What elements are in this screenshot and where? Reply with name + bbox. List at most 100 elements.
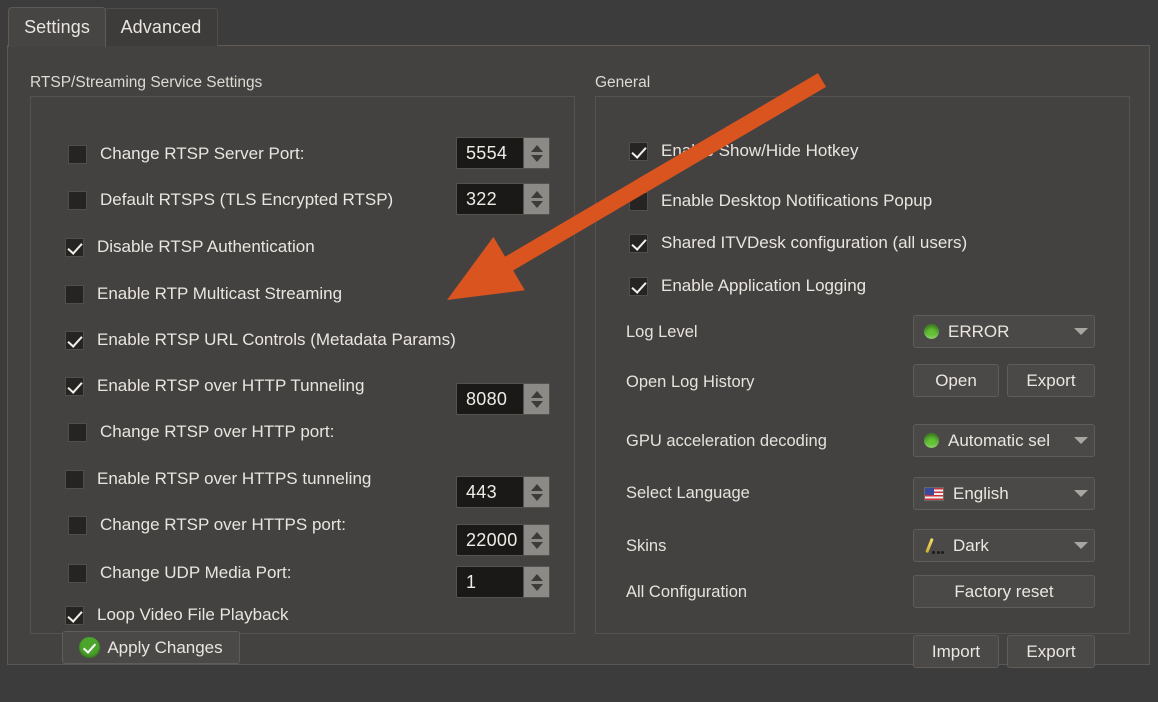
export-config-button-label: Export — [1026, 641, 1076, 661]
row-loop-video-file-playback[interactable]: Loop Video File Playback — [65, 602, 289, 628]
import-config-button[interactable]: Import — [913, 635, 999, 668]
spin-up-icon[interactable] — [530, 190, 543, 198]
chevron-down-icon[interactable] — [1074, 542, 1088, 549]
spinbox-loop-count[interactable]: 1 — [456, 566, 550, 598]
green-led-icon — [924, 324, 939, 339]
spinbox-rtsp-http-port[interactable]: 8080 — [456, 383, 550, 415]
apply-changes-button[interactable]: Apply Changes — [62, 631, 240, 664]
checkbox-change-rtsp-https-port[interactable] — [68, 515, 87, 535]
export-log-button[interactable]: Export — [1007, 364, 1095, 397]
spinbox-rtsps-port[interactable]: 322 — [456, 183, 550, 215]
checkbox-change-udp-media-port[interactable] — [68, 563, 87, 583]
tab-settings[interactable]: Settings — [8, 7, 106, 47]
checkbox-enable-rtsp-http-tunneling[interactable] — [65, 376, 84, 396]
spinbox-rtsp-https-port[interactable]: 443 — [456, 476, 550, 508]
open-log-button-label: Open — [935, 370, 977, 390]
combo-skins-value: Dark — [953, 535, 989, 555]
label-log-level: Log Level — [626, 322, 698, 341]
check-circle-icon — [79, 637, 101, 658]
row-change-rtsp-https-port[interactable]: Change RTSP over HTTPS port: — [68, 512, 346, 538]
spin-down-icon[interactable] — [530, 583, 543, 591]
row-disable-rtsp-auth[interactable]: Disable RTSP Authentication — [65, 234, 315, 260]
rtsp-group-title: RTSP/Streaming Service Settings — [30, 74, 263, 91]
green-led-icon — [924, 433, 939, 448]
row-enable-desktop-notifications[interactable]: Enable Desktop Notifications Popup — [629, 188, 932, 214]
row-enable-rtp-multicast[interactable]: Enable RTP Multicast Streaming — [65, 281, 342, 307]
spinbox-rtsps-port-buttons[interactable] — [523, 184, 549, 214]
spinbox-rtsp-https-port-value: 443 — [466, 481, 497, 502]
label-change-udp-media-port: Change UDP Media Port: — [100, 563, 292, 582]
chevron-down-icon[interactable] — [1074, 328, 1088, 335]
row-default-rtsps[interactable]: Default RTSPS (TLS Encrypted RTSP) — [68, 187, 393, 213]
spin-down-icon[interactable] — [530, 400, 543, 408]
spinbox-rtsps-port-value: 322 — [466, 188, 497, 209]
spin-up-icon[interactable] — [530, 144, 543, 152]
label-log-level-row: Log Level — [626, 319, 698, 345]
spinbox-rtsp-http-port-buttons[interactable] — [523, 384, 549, 414]
row-shared-itvdesk-configuration[interactable]: Shared ITVDesk configuration (all users) — [629, 230, 967, 256]
checkbox-shared-itvdesk-configuration[interactable] — [629, 233, 648, 253]
row-enable-application-logging[interactable]: Enable Application Logging — [629, 273, 866, 299]
export-log-button-label: Export — [1026, 370, 1076, 390]
checkbox-enable-rtsp-https-tunneling[interactable] — [65, 469, 84, 489]
spinbox-loop-count-buttons[interactable] — [523, 567, 549, 597]
spin-down-icon[interactable] — [530, 541, 543, 549]
checkbox-enable-show-hide-hotkey[interactable] — [629, 141, 648, 161]
factory-reset-button[interactable]: Factory reset — [913, 575, 1095, 608]
row-enable-rtsp-url-controls[interactable]: Enable RTSP URL Controls (Metadata Param… — [65, 327, 456, 353]
spinbox-rtsp-server-port-buttons[interactable] — [523, 138, 549, 168]
chevron-down-icon[interactable] — [1074, 437, 1088, 444]
combo-select-language[interactable]: English — [913, 477, 1095, 510]
checkbox-enable-rtsp-url-controls[interactable] — [65, 330, 84, 350]
label-loop-video-file-playback: Loop Video File Playback — [97, 605, 289, 624]
checkbox-change-rtsp-http-port[interactable] — [68, 422, 87, 442]
chevron-down-icon[interactable] — [1074, 490, 1088, 497]
tab-strip: Settings Advanced — [0, 0, 1158, 47]
spinbox-udp-media-port-value: 22000 — [466, 529, 518, 550]
spinbox-udp-media-port[interactable]: 22000 — [456, 524, 550, 556]
factory-reset-button-label: Factory reset — [954, 581, 1054, 601]
combo-gpu-acceleration-value: Automatic sel — [948, 430, 1051, 450]
checkbox-enable-rtp-multicast[interactable] — [65, 284, 84, 304]
spin-down-icon[interactable] — [530, 493, 543, 501]
checkbox-default-rtsps[interactable] — [68, 190, 87, 210]
row-enable-rtsp-https-tunneling[interactable]: Enable RTSP over HTTPS tunneling — [65, 466, 371, 492]
label-enable-desktop-notifications: Enable Desktop Notifications Popup — [661, 191, 933, 210]
combo-log-level[interactable]: ERROR — [913, 315, 1095, 348]
spinbox-rtsp-https-port-buttons[interactable] — [523, 477, 549, 507]
spin-up-icon[interactable] — [530, 573, 543, 581]
spinbox-rtsp-server-port[interactable]: 5554 — [456, 137, 550, 169]
checkbox-enable-application-logging[interactable] — [629, 276, 648, 296]
row-change-rtsp-http-port[interactable]: Change RTSP over HTTP port: — [68, 419, 334, 445]
open-log-button[interactable]: Open — [913, 364, 999, 397]
tab-settings-label: Settings — [24, 17, 90, 37]
spinbox-loop-count-value: 1 — [466, 571, 477, 592]
general-group: General Enable Show/Hide Hotkey Enable D… — [595, 74, 1130, 668]
label-disable-rtsp-auth: Disable RTSP Authentication — [97, 237, 315, 256]
checkbox-loop-video-file-playback[interactable] — [65, 605, 84, 625]
spin-down-icon[interactable] — [530, 200, 543, 208]
export-config-button[interactable]: Export — [1007, 635, 1095, 668]
checkbox-change-rtsp-server-port[interactable] — [68, 144, 87, 164]
label-all-configuration-row: All Configuration — [626, 579, 747, 605]
tab-advanced[interactable]: Advanced — [104, 8, 218, 46]
combo-skins[interactable]: Dark — [913, 529, 1095, 562]
row-enable-rtsp-http-tunneling[interactable]: Enable RTSP over HTTP Tunneling — [65, 373, 364, 399]
spinbox-rtsp-http-port-value: 8080 — [466, 388, 508, 409]
label-enable-rtsp-url-controls: Enable RTSP URL Controls (Metadata Param… — [97, 330, 456, 349]
label-language-row: Select Language — [626, 480, 750, 506]
general-group-frame — [595, 96, 1130, 634]
label-skins: Skins — [626, 536, 667, 555]
spinbox-udp-media-port-buttons[interactable] — [523, 525, 549, 555]
checkbox-enable-desktop-notifications[interactable] — [629, 191, 648, 211]
spin-up-icon[interactable] — [530, 390, 543, 398]
spin-up-icon[interactable] — [530, 531, 543, 539]
spin-up-icon[interactable] — [530, 483, 543, 491]
combo-gpu-acceleration[interactable]: Automatic sel — [913, 424, 1095, 457]
checkbox-disable-rtsp-auth[interactable] — [65, 237, 84, 257]
row-change-udp-media-port[interactable]: Change UDP Media Port: — [68, 560, 292, 586]
spin-down-icon[interactable] — [530, 154, 543, 162]
row-enable-show-hide-hotkey[interactable]: Enable Show/Hide Hotkey — [629, 138, 859, 164]
row-change-rtsp-server-port[interactable]: Change RTSP Server Port: — [68, 141, 304, 167]
label-open-log-history: Open Log History — [626, 372, 755, 391]
